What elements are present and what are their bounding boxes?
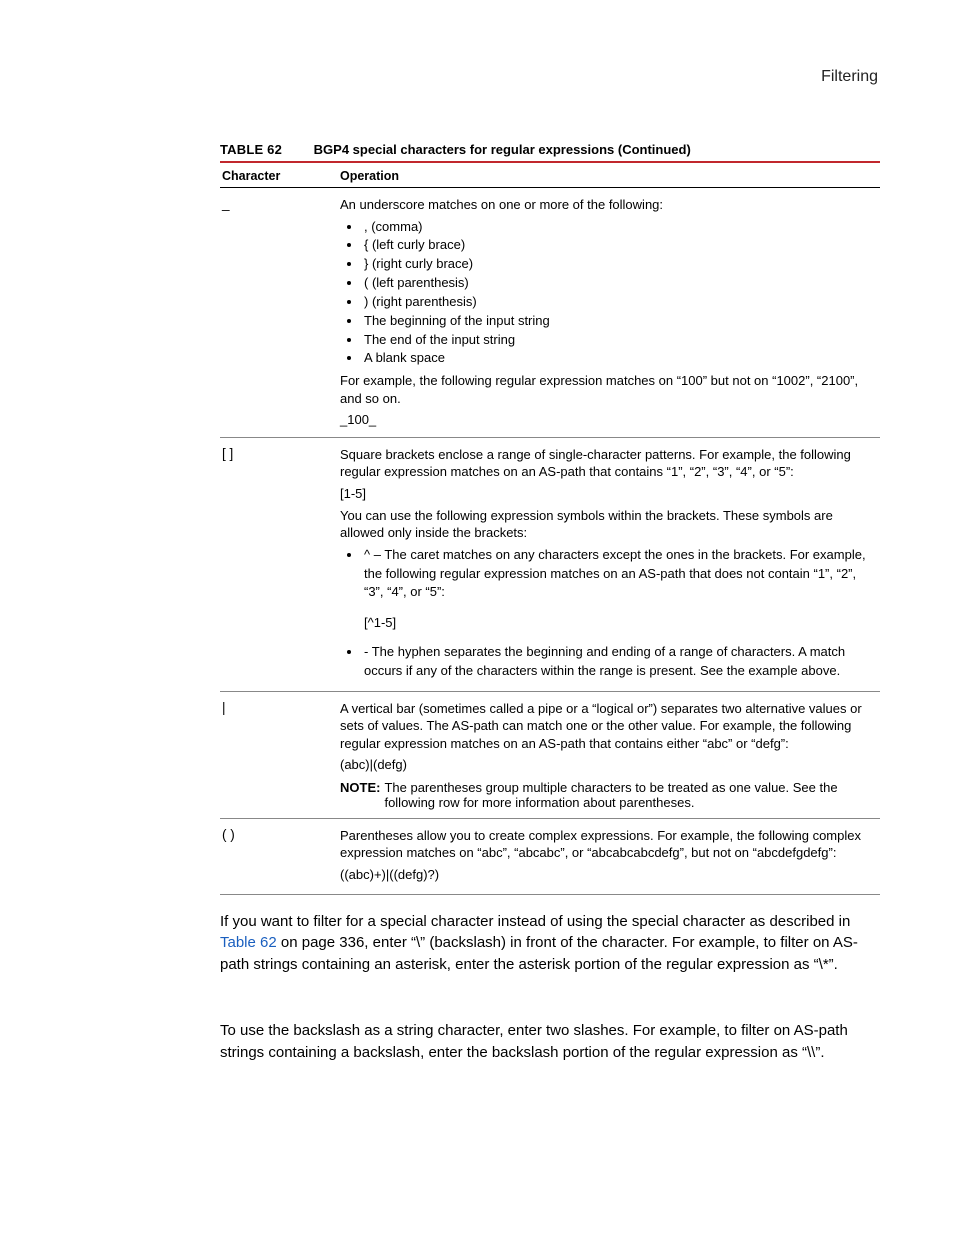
op-list: , (comma) { (left curly brace) } (right … xyxy=(340,218,874,369)
para-text: If you want to filter for a special char… xyxy=(220,913,850,930)
cell-operation: A vertical bar (sometimes called a pipe … xyxy=(338,691,880,818)
op-sublist: ^ – The caret matches on any characters … xyxy=(340,546,874,681)
col-header-operation: Operation xyxy=(338,163,880,188)
table-row: [ ] Square brackets enclose a range of s… xyxy=(220,437,880,691)
table-header-row: Character Operation xyxy=(220,163,880,188)
list-item: The beginning of the input string xyxy=(362,312,874,331)
table-row: ( ) Parentheses allow you to create comp… xyxy=(220,818,880,894)
cell-operation: Parentheses allow you to create complex … xyxy=(338,818,880,894)
note-text: The parentheses group multiple character… xyxy=(384,780,874,810)
body-paragraph: To use the backslash as a string charact… xyxy=(220,1020,880,1064)
cell-character: ( ) xyxy=(220,818,338,894)
para-text: on page 336, enter “\” (backslash) in fr… xyxy=(220,934,858,973)
op-code: (abc)|(defg) xyxy=(340,756,874,774)
op-text: A vertical bar (sometimes called a pipe … xyxy=(340,700,874,753)
op-example: For example, the following regular expre… xyxy=(340,372,874,407)
op-code: _100_ xyxy=(340,411,874,429)
op-text: Parentheses allow you to create complex … xyxy=(340,827,874,862)
cell-operation: Square brackets enclose a range of singl… xyxy=(338,437,880,691)
cell-operation: An underscore matches on one or more of … xyxy=(338,188,880,438)
table-label: TABLE 62 xyxy=(220,142,282,157)
op-text: You can use the following expression sym… xyxy=(340,507,874,542)
table-row: | A vertical bar (sometimes called a pip… xyxy=(220,691,880,818)
document-page: Filtering TABLE 62 BGP4 special characte… xyxy=(0,0,954,1235)
table-row: _ An underscore matches on one or more o… xyxy=(220,188,880,438)
cell-character: _ xyxy=(220,188,338,438)
list-item: { (left curly brace) xyxy=(362,236,874,255)
op-code: [1-5] xyxy=(340,485,874,503)
table-caption-text: BGP4 special characters for regular expr… xyxy=(314,142,691,157)
body-paragraph: If you want to filter for a special char… xyxy=(220,911,880,976)
list-item: - The hyphen separates the beginning and… xyxy=(362,643,874,681)
list-item: ( (left parenthesis) xyxy=(362,274,874,293)
col-header-character: Character xyxy=(220,163,338,188)
cross-ref-link[interactable]: Table 62 xyxy=(220,934,277,951)
table-caption: TABLE 62 BGP4 special characters for reg… xyxy=(220,142,880,157)
sub-text: ^ – The caret matches on any characters … xyxy=(364,546,874,603)
regex-table: Character Operation _ An underscore matc… xyxy=(220,163,880,895)
op-text: Square brackets enclose a range of singl… xyxy=(340,446,874,481)
list-item: } (right curly brace) xyxy=(362,255,874,274)
section-header: Filtering xyxy=(70,68,878,86)
list-item: A blank space xyxy=(362,349,874,368)
op-code: ((abc)+)|((defg)?) xyxy=(340,866,874,884)
cell-character: | xyxy=(220,691,338,818)
op-text: An underscore matches on one or more of … xyxy=(340,196,874,214)
list-item: ^ – The caret matches on any characters … xyxy=(362,546,874,633)
note-label: NOTE: xyxy=(340,780,380,810)
cell-character: [ ] xyxy=(220,437,338,691)
content-block: TABLE 62 BGP4 special characters for reg… xyxy=(220,142,880,1063)
list-item: ) (right parenthesis) xyxy=(362,293,874,312)
list-item: , (comma) xyxy=(362,218,874,237)
list-item: The end of the input string xyxy=(362,331,874,350)
op-code: [^1-5] xyxy=(364,614,874,633)
note-block: NOTE: The parentheses group multiple cha… xyxy=(340,780,874,810)
